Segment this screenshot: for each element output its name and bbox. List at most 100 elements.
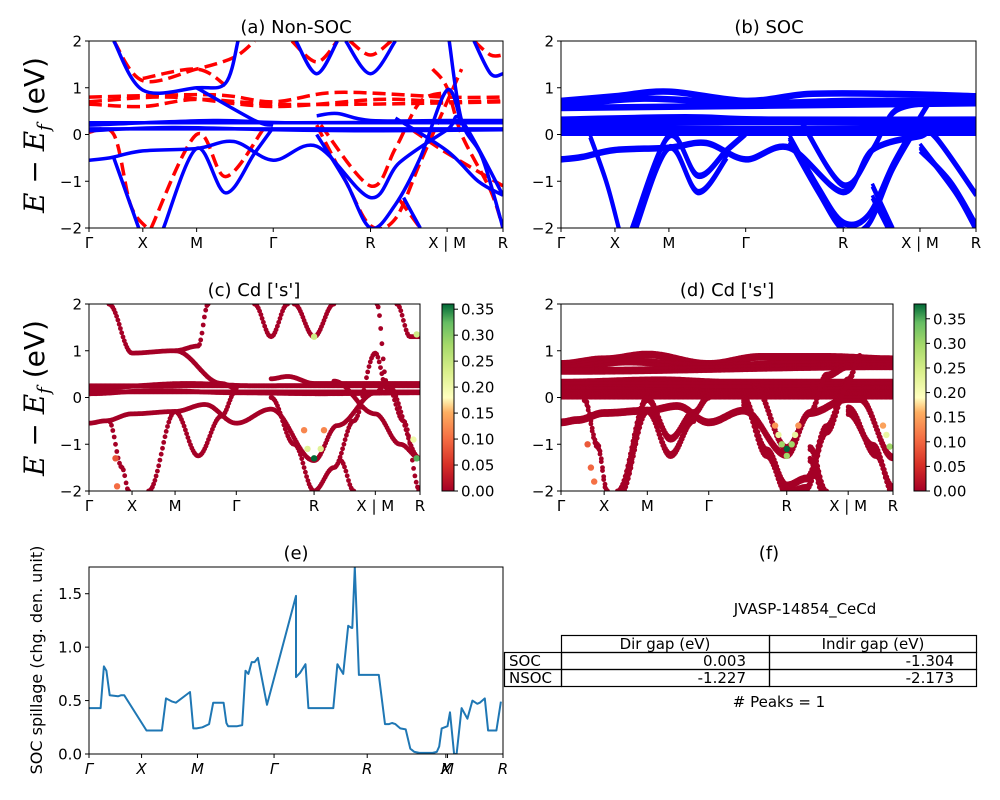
panel-c-point [275, 323, 280, 329]
panel-c-point [305, 478, 311, 483]
panel-b-plot [561, 88, 976, 228]
panel-d-xtick-label: R [782, 497, 792, 515]
panel-a-band-spin-up [315, 88, 464, 228]
panel-b-band-soc-split [918, 145, 976, 228]
panel-a-band-spin-down [112, 41, 256, 84]
panel-c-point [361, 387, 367, 393]
panel-c-point [344, 473, 350, 479]
panel-c-point [376, 359, 382, 365]
panel-c-point [364, 375, 369, 381]
panel-c-point [378, 326, 384, 331]
panel-c-point [151, 481, 157, 487]
panel-b-xtick-label: R [838, 234, 848, 252]
panel-c-point [392, 397, 397, 403]
panel-c-point [304, 474, 309, 479]
panel-c-colorbar-label: 0.30 [461, 327, 494, 345]
panel-d-ytick-label: −2 [532, 483, 554, 501]
panel-c-weighted-point [320, 427, 328, 434]
panel-b-band-soc-split [634, 147, 729, 228]
panel-c-point [406, 433, 411, 439]
panel-c-point [202, 314, 207, 320]
panel-a-band-spin-down [89, 90, 503, 104]
panel-c-point [113, 441, 118, 447]
panel-c-point [276, 406, 282, 412]
panel-a-ytick-label: 0 [72, 126, 82, 144]
panel-c-point [366, 364, 372, 369]
panel-c-point [119, 330, 125, 336]
panel-c-point [341, 441, 347, 447]
panel-d-point [890, 365, 893, 371]
panel-b-band-soc [561, 127, 976, 194]
panel-c-xtick-label: X [127, 497, 137, 515]
panel-a-band-spin-down [319, 90, 448, 188]
panel-a-ylabel: E − Ef (eV) [18, 57, 55, 214]
panel-a-band-spin-down [410, 128, 503, 188]
panel-a-ytick-label: −2 [60, 220, 82, 238]
panel-c-point [156, 463, 162, 469]
panel-c-point [181, 423, 187, 429]
panel-c-point [200, 322, 206, 328]
panel-c-point [280, 418, 285, 424]
panel-c-point [401, 318, 406, 323]
panel-c-point [344, 432, 349, 438]
panel-c-weighted-point [113, 483, 121, 490]
panel-c-point [120, 334, 126, 340]
panel-b-xtick-label: R [971, 234, 981, 252]
panel-c-point [233, 388, 239, 393]
panel-b-band-soc-split [800, 103, 921, 189]
panel-c-ytick-label: 2 [72, 296, 82, 314]
panel-c-point [377, 313, 382, 318]
panel-c-colorbar-label: 0.15 [461, 405, 494, 423]
panel-c-point [277, 410, 283, 416]
panel-c-weighted-point [310, 333, 318, 340]
panel-c-colorbar-label: 0.00 [461, 483, 494, 501]
panel-c-point [355, 413, 360, 419]
panel-c-point [116, 321, 122, 327]
panel-c-point [203, 307, 209, 313]
panel-c-point [411, 466, 416, 471]
panel-a-band-spin-down [89, 126, 149, 228]
panel-d-xtick-label: Γ [705, 497, 714, 515]
panel-a-frame [88, 40, 504, 229]
panel-c-point [417, 488, 420, 491]
panel-c-point [115, 317, 121, 323]
panel-a-band-spin-up [294, 41, 339, 76]
panel-a-ytick-label: −1 [60, 173, 82, 191]
panel-c-ytick-label: −2 [60, 483, 82, 501]
panel-c-point [278, 414, 284, 420]
panel-b-band-soc [561, 95, 976, 106]
panel-a-band-spin-up [472, 41, 503, 78]
panel-c-point [389, 389, 395, 394]
panel-c-ylabel: E − Ef (eV) [18, 320, 55, 477]
panel-c-weighted-point [112, 455, 119, 462]
panel-c-point [343, 468, 349, 474]
panel-c-point [282, 426, 288, 432]
panel-a-band-spin-up [344, 41, 397, 76]
panel-d-xtick-label: X [599, 497, 609, 515]
panel-a-band-spin-down [348, 41, 393, 57]
panel-b-band-soc [561, 100, 976, 109]
panel-c-point [356, 409, 362, 415]
panel-c-point [185, 435, 191, 440]
panel-c-point [346, 478, 351, 483]
panel-c-colorbar-label: 0.25 [461, 353, 494, 371]
panel-b-band-soc [561, 88, 976, 102]
panel-c-point [394, 406, 400, 412]
panel-c-point [123, 480, 129, 486]
panel-c-xtick-label: R [309, 497, 319, 515]
panel-e-title: (e) [283, 543, 308, 564]
panel-b-band-soc-split [787, 122, 922, 228]
panel-c-colorbar-label: 0.10 [461, 431, 494, 449]
panel-a-band-spin-up [447, 41, 503, 228]
panel-c-point [399, 312, 405, 318]
panel-c-point [407, 441, 413, 446]
panel-a-band-spin-up [112, 157, 141, 228]
panel-a-band-spin-down [142, 67, 227, 87]
panel-c-point [261, 319, 266, 325]
panel-c-point [126, 488, 132, 491]
panel-c-point [161, 440, 167, 445]
panel-c-weighted-point [304, 445, 311, 453]
panel-d-ytick-label: 2 [544, 296, 554, 314]
panel-c-point [122, 473, 128, 479]
